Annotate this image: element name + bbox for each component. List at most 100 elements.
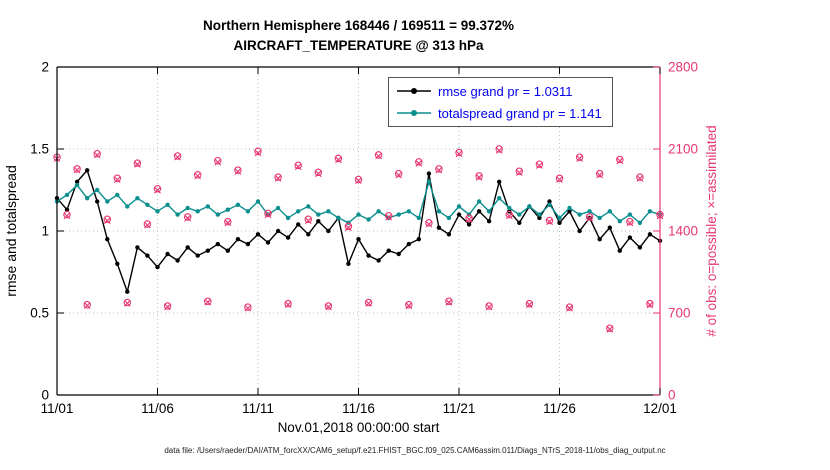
assimilated-obs-marker xyxy=(83,302,91,309)
totalspread-point-marker xyxy=(255,199,261,204)
possible-obs-marker xyxy=(455,148,463,157)
rmse-point-marker xyxy=(105,237,110,242)
possible-obs-marker xyxy=(595,169,604,178)
totalspread-point-marker xyxy=(607,209,612,214)
assimilated-obs-marker xyxy=(234,168,242,175)
y-tick-label-left: 0.5 xyxy=(30,306,49,321)
totalspread-point-marker xyxy=(105,199,110,204)
totalspread-point-marker xyxy=(235,202,241,207)
assimilated-obs-marker xyxy=(103,217,111,225)
possible-obs-marker xyxy=(93,149,101,158)
possible-obs-marker xyxy=(334,154,343,163)
chart-title: Northern Hemisphere 168446 / 169511 = 99… xyxy=(57,16,660,55)
totalspread-point-marker xyxy=(637,220,643,225)
assimilated-obs-marker xyxy=(435,166,443,174)
assimilated-obs-marker xyxy=(385,213,393,221)
rmse-point-marker xyxy=(426,171,432,176)
possible-obs-marker xyxy=(515,167,524,176)
assimilated-obs-marker xyxy=(425,220,433,228)
rmse-point-marker xyxy=(567,209,572,214)
assimilated-obs-marker xyxy=(375,152,382,160)
assimilated-obs-marker xyxy=(445,298,453,306)
possible-obs-marker xyxy=(234,166,242,174)
totalspread-point-marker xyxy=(426,179,432,184)
totalspread-point-marker xyxy=(547,202,552,207)
rmse-point-marker xyxy=(607,225,612,230)
totalspread-point-marker xyxy=(627,212,633,217)
possible-obs-marker xyxy=(465,214,473,222)
y-axis-label-right: # of obs: o=possible; ×=assimilated xyxy=(704,125,719,336)
assimilated-obs-marker xyxy=(144,221,151,229)
assimilated-obs-marker xyxy=(405,302,413,310)
assimilated-obs-marker xyxy=(284,301,292,308)
rmse-point-marker xyxy=(235,237,241,242)
rmse-point-marker xyxy=(115,261,120,266)
assimilated-obs-marker xyxy=(244,304,252,312)
rmse-point-marker xyxy=(64,207,70,212)
assimilated-obs-marker xyxy=(345,224,352,232)
assimilated-obs-marker xyxy=(294,163,302,171)
rmse-point-marker xyxy=(476,209,482,214)
totalspread-point-marker xyxy=(396,212,401,217)
rmse-point-marker xyxy=(386,248,391,253)
x-axis-label: Nov.01,2018 00:00:00 start xyxy=(277,420,440,435)
possible-obs-marker xyxy=(354,175,363,184)
assimilated-obs-marker xyxy=(154,186,161,194)
x-tick-label: 11/01 xyxy=(41,401,74,416)
possible-obs-marker xyxy=(636,173,644,181)
legend-item-rmse: rmse grand pr = 1.0311 xyxy=(397,81,602,101)
rmse-point-marker xyxy=(145,253,150,258)
possible-obs-marker xyxy=(646,299,654,308)
totalspread-point-marker xyxy=(557,215,562,221)
possible-obs-marker xyxy=(445,297,453,306)
assimilated-obs-marker xyxy=(63,212,71,220)
title-line-1: Northern Hemisphere 168446 / 169511 = 99… xyxy=(202,18,515,33)
totalspread-point-marker xyxy=(647,209,653,214)
possible-obs-marker xyxy=(405,301,413,309)
possible-obs-marker xyxy=(83,301,91,309)
rmse-point-marker xyxy=(406,241,411,247)
rmse-point-marker xyxy=(306,232,311,237)
y-axis-label-left: rmse and totalspread xyxy=(3,165,19,297)
assimilated-obs-marker xyxy=(134,160,141,168)
totalspread-point-marker xyxy=(597,215,602,221)
rmse-point-marker xyxy=(486,219,492,224)
possible-obs-marker xyxy=(183,213,192,221)
possible-obs-marker xyxy=(304,215,313,224)
assimilated-obs-marker xyxy=(546,218,553,226)
rmse-point-marker xyxy=(275,228,281,234)
assimilated-obs-marker xyxy=(264,211,272,219)
legend: rmse grand pr = 1.0311 totalspread grand… xyxy=(388,77,613,127)
possible-obs-marker xyxy=(616,155,624,164)
totalspread-point-marker xyxy=(517,212,522,217)
possible-obs-marker xyxy=(123,298,132,307)
rmse-point-marker xyxy=(175,258,180,263)
assimilated-obs-marker xyxy=(164,303,171,311)
assimilated-obs-marker xyxy=(365,300,372,307)
totalspread-point-marker xyxy=(356,212,361,217)
rmse-point-marker xyxy=(557,220,562,225)
rmse-point-marker xyxy=(366,253,371,258)
totalspread-point-marker xyxy=(456,204,462,209)
rmse-point-marker xyxy=(296,222,301,227)
possible-obs-marker xyxy=(264,209,272,218)
totalspread-point-marker xyxy=(165,202,170,207)
totalspread-point-marker xyxy=(567,205,572,211)
rmse-point-marker xyxy=(125,289,130,294)
rmse-point-marker xyxy=(155,264,160,270)
totalspread-point-marker xyxy=(205,204,210,209)
assimilated-obs-marker xyxy=(606,325,614,333)
rmse-point-marker xyxy=(356,237,361,242)
rmse-point-marker xyxy=(326,228,331,234)
assimilated-obs-marker xyxy=(485,303,493,311)
rmse-point-marker xyxy=(627,235,633,240)
possible-obs-marker xyxy=(274,173,282,181)
assimilated-obs-marker xyxy=(93,151,101,159)
assimilated-obs-marker xyxy=(576,155,583,162)
possible-obs-marker xyxy=(254,147,262,156)
rmse-legend-line-icon xyxy=(397,88,431,94)
totalspread-point-marker xyxy=(155,209,160,214)
totalspread-point-marker xyxy=(64,192,70,198)
assimilated-obs-marker xyxy=(556,176,563,183)
assimilated-obs-marker xyxy=(314,170,322,178)
